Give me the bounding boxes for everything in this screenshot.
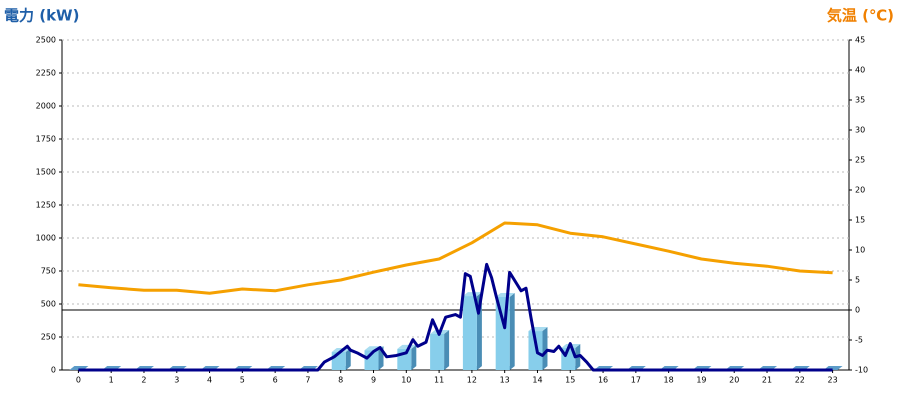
- x-tick-label: 9: [371, 376, 376, 385]
- y2-tick-label: 40: [855, 66, 865, 75]
- bar-side: [542, 327, 548, 370]
- x-tick-label: 13: [500, 376, 510, 385]
- y2-tick-label: 10: [855, 246, 865, 255]
- x-tick-label: 17: [631, 376, 641, 385]
- y2-tick-label: 25: [855, 156, 865, 165]
- bar-top: [397, 344, 417, 349]
- y2-tick-label: 30: [855, 126, 865, 135]
- x-tick-label: 2: [141, 376, 146, 385]
- x-tick-label: 8: [338, 376, 343, 385]
- x-tick-label: 4: [207, 376, 212, 385]
- y-tick-label: 0: [51, 366, 56, 375]
- bar-side: [345, 348, 351, 370]
- bar: [462, 296, 477, 370]
- x-tick-label: 6: [273, 376, 278, 385]
- x-tick-label: 16: [598, 376, 608, 385]
- x-tick-label: 1: [109, 376, 114, 385]
- x-tick-label: 22: [795, 376, 805, 385]
- x-tick-label: 21: [762, 376, 772, 385]
- y-tick-label: 2250: [36, 69, 56, 78]
- bar: [430, 333, 445, 370]
- y-tick-label: 1500: [36, 168, 56, 177]
- x-tick-label: 7: [305, 376, 310, 385]
- bar-side: [411, 344, 417, 370]
- power-line: [78, 262, 833, 372]
- x-tick-label: 0: [76, 376, 81, 385]
- y-tick-label: 2500: [36, 36, 56, 45]
- x-tick-label: 12: [467, 376, 477, 385]
- y2-tick-label: 5: [855, 276, 860, 285]
- x-tick-label: 19: [696, 376, 706, 385]
- y-tick-label: 2000: [36, 102, 56, 111]
- x-tick-label: 5: [240, 376, 245, 385]
- x-tick-label: 3: [174, 376, 179, 385]
- temperature-line: [78, 221, 833, 295]
- bar-side: [444, 329, 450, 370]
- y-tick-label: 500: [41, 300, 56, 309]
- y2-tick-label: 15: [855, 216, 865, 225]
- y-tick-label: 250: [41, 333, 56, 342]
- y2-tick-label: 0: [855, 306, 860, 315]
- x-tick-label: 11: [434, 376, 444, 385]
- x-tick-label: 14: [532, 376, 542, 385]
- y-axis-title: 電力 (kW): [4, 7, 79, 25]
- y2-tick-label: -5: [855, 336, 863, 345]
- y2-tick-label: 45: [855, 36, 865, 45]
- y2-tick-label: 20: [855, 186, 865, 195]
- x-tick-label: 10: [401, 376, 411, 385]
- x-tick-label: 23: [828, 376, 838, 385]
- y2-tick-label: -10: [855, 366, 868, 375]
- y2-axis-title: 気温 (℃): [827, 7, 894, 25]
- y-tick-label: 1250: [36, 201, 56, 210]
- bar-side: [509, 293, 515, 370]
- bar-top: [495, 293, 515, 298]
- x-tick-label: 15: [565, 376, 575, 385]
- bar-top: [462, 292, 482, 297]
- x-tick-label: 18: [664, 376, 674, 385]
- bar: [528, 331, 543, 370]
- y-tick-label: 750: [41, 267, 56, 276]
- y-tick-label: 1750: [36, 135, 56, 144]
- y2-tick-label: 35: [855, 96, 865, 105]
- y-tick-label: 1000: [36, 234, 56, 243]
- x-tick-label: 20: [729, 376, 739, 385]
